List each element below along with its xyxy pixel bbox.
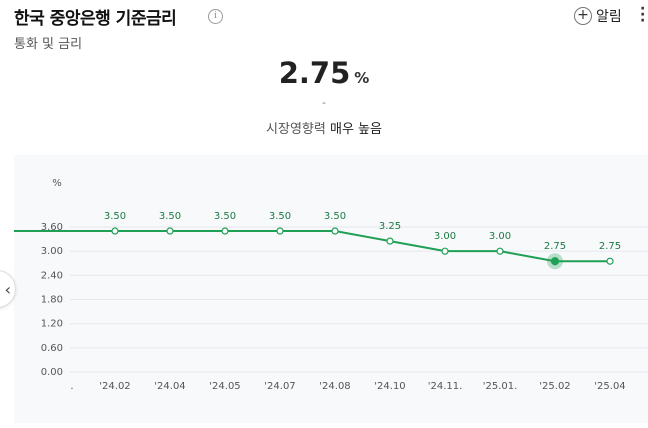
x-tick-label: '25.04 <box>594 381 625 392</box>
y-tick-label: 0.60 <box>41 343 63 354</box>
data-label: 3.50 <box>104 211 126 222</box>
data-point <box>166 227 174 235</box>
market-impact: 시장영향력 매우 높음 <box>0 118 648 137</box>
plus-circle-icon: + <box>574 7 592 25</box>
data-point <box>221 227 229 235</box>
x-tick-label: '24.07 <box>264 381 295 392</box>
x-tick-label: '24.04 <box>154 381 185 392</box>
info-icon[interactable]: i <box>208 9 223 24</box>
x-tick-label: '24.05 <box>209 381 240 392</box>
y-tick-label: 1.20 <box>41 319 63 330</box>
data-label: 3.25 <box>379 221 401 232</box>
rate-line-chart: % 3.60 3.00 2.40 1.80 1.20 0.60 0.00. '24.02 '24.… <box>14 178 648 392</box>
data-label: 3.00 <box>489 231 511 242</box>
data-point <box>606 257 614 265</box>
x-tick-label: '25.01. <box>483 381 518 392</box>
x-tick-label: . <box>70 381 73 392</box>
x-tick-label: '25.02 <box>539 381 570 392</box>
rate-change: - <box>322 96 326 109</box>
x-tick-label: '24.11. <box>428 381 463 392</box>
data-point <box>331 227 339 235</box>
y-tick-label: 3.00 <box>41 246 63 257</box>
data-label: 3.50 <box>269 211 291 222</box>
y-axis-unit: % <box>52 178 62 189</box>
x-tick-label: '24.10 <box>374 381 405 392</box>
alarm-button[interactable]: + 알림 <box>574 6 622 26</box>
market-impact-label: 시장영향력 <box>266 122 326 137</box>
current-rate: 2.75% <box>0 56 648 90</box>
data-point <box>550 257 560 266</box>
data-label: 2.75 <box>544 241 566 252</box>
y-tick-label: 2.40 <box>41 270 63 281</box>
rate-value: 2.75 <box>278 56 351 90</box>
page-title: 한국 중앙은행 기준금리 <box>14 9 177 29</box>
data-label: 3.50 <box>214 211 236 222</box>
series-line <box>14 230 610 263</box>
y-tick-label: 0.00 <box>41 367 63 378</box>
data-label: 3.00 <box>434 231 456 242</box>
data-point <box>441 247 449 255</box>
y-tick-label: 1.80 <box>41 295 63 306</box>
alarm-label: 알림 <box>596 9 622 25</box>
data-label: 2.75 <box>599 241 621 252</box>
data-point <box>276 227 284 235</box>
chart-area: % 3.60 3.00 2.40 1.80 1.20 0.60 0.00. '24.02 '24.… <box>14 155 648 423</box>
market-impact-value: 매우 높음 <box>329 122 382 137</box>
vertical-dots-icon[interactable]: · · · <box>640 1 646 29</box>
y-tick-label: 3.60 <box>41 222 63 233</box>
data-label: 3.50 <box>159 211 181 222</box>
data-point <box>111 227 119 235</box>
data-point <box>496 247 504 255</box>
data-label: 3.50 <box>324 211 346 222</box>
x-tick-label: '24.08 <box>319 381 350 392</box>
category-subtitle: 통화 및 금리 <box>14 37 83 52</box>
data-point <box>386 237 394 245</box>
chevron-left-icon: ‹ <box>4 280 11 299</box>
x-tick-label: '24.02 <box>99 381 130 392</box>
rate-unit: % <box>354 69 370 87</box>
